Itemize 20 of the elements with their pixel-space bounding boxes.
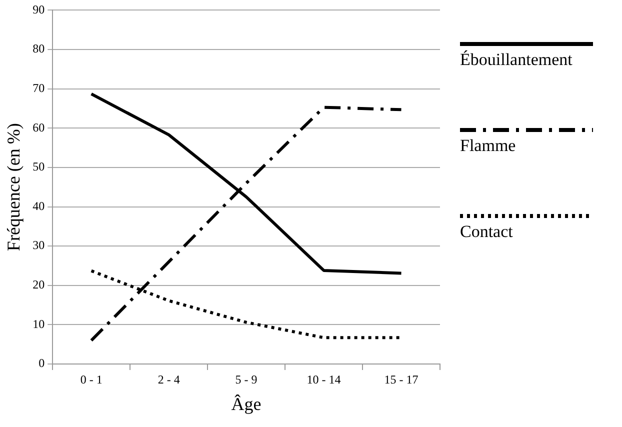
legend-label: Contact bbox=[460, 222, 514, 242]
y-tick-label: 10 bbox=[32, 316, 45, 331]
x-tick-label: 0 - 1 bbox=[80, 372, 102, 386]
y-tick-label: 50 bbox=[32, 160, 45, 174]
legend-label: Flamme bbox=[460, 136, 517, 156]
y-tick-label: 40 bbox=[32, 198, 45, 213]
x-tick-label: 5 - 9 bbox=[235, 372, 258, 386]
y-tick-label: 60 bbox=[32, 120, 45, 134]
x-axis-title: Âge bbox=[231, 394, 262, 414]
x-tick-label: 15 - 17 bbox=[384, 372, 418, 386]
x-tick-label: 2 - 4 bbox=[158, 372, 180, 386]
y-axis-title: Fréquence (en %) bbox=[4, 123, 24, 252]
y-tick-label: 20 bbox=[32, 278, 45, 292]
x-tick-label: 10 - 14 bbox=[306, 372, 341, 386]
legend-label: Ébouillantement bbox=[460, 50, 574, 70]
y-tick-label: 90 bbox=[32, 2, 45, 16]
y-tick-label: 0 bbox=[38, 356, 45, 370]
y-tick-label: 30 bbox=[32, 238, 45, 252]
y-tick-label: 70 bbox=[32, 80, 45, 95]
y-tick-label: 80 bbox=[32, 42, 45, 56]
